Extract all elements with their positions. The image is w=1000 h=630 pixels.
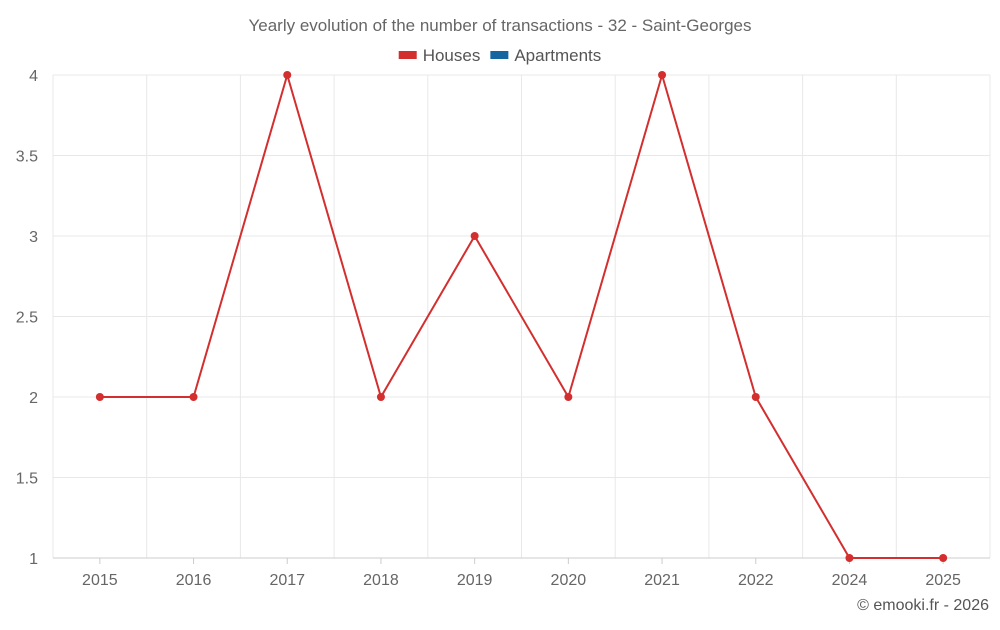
y-tick-label: 1 — [29, 551, 38, 568]
x-tick-label: 2021 — [644, 572, 680, 589]
x-tick-label: 2018 — [363, 572, 399, 589]
x-tick-label: 2017 — [269, 572, 305, 589]
y-tick-label: 1.5 — [16, 471, 38, 488]
data-point[interactable] — [939, 554, 948, 562]
data-point[interactable] — [189, 393, 198, 401]
legend: Houses Apartments — [398, 46, 601, 65]
legend-label: Houses — [423, 46, 481, 65]
y-tick-label: 2 — [29, 390, 38, 407]
x-tick-label: 2015 — [82, 572, 118, 589]
y-tick-label: 3 — [29, 229, 38, 246]
legend-swatch[interactable] — [398, 51, 417, 59]
data-point[interactable] — [658, 71, 667, 79]
x-tick-label: 2024 — [832, 572, 868, 589]
x-tick-label: 2020 — [551, 572, 587, 589]
data-point[interactable] — [283, 71, 292, 79]
legend-swatch[interactable] — [490, 51, 509, 59]
data-point[interactable] — [376, 393, 385, 401]
data-point[interactable] — [470, 232, 479, 240]
data-point[interactable] — [564, 393, 573, 401]
y-tick-label: 4 — [29, 68, 38, 85]
credit-text: © emooki.fr - 2026 — [857, 597, 989, 614]
data-point[interactable] — [95, 393, 104, 401]
y-tick-label: 2.5 — [16, 310, 38, 327]
legend-label: Apartments — [514, 46, 601, 65]
data-point[interactable] — [751, 393, 760, 401]
series-group — [95, 71, 948, 562]
chart-title: Yearly evolution of the number of transa… — [248, 16, 751, 35]
x-tick-label: 2022 — [738, 572, 774, 589]
tick-labels: 1 1.5 2 2.5 3 3.5 4 2015 2016 2017 2018 2019 2020 202… — [16, 68, 961, 589]
x-tick-label: 2025 — [925, 572, 961, 589]
series-line-houses — [99, 74, 944, 559]
x-tick-label: 2016 — [176, 572, 212, 589]
x-tick-label: 2019 — [457, 572, 493, 589]
data-point[interactable] — [845, 554, 854, 562]
y-tick-label: 3.5 — [16, 149, 38, 166]
